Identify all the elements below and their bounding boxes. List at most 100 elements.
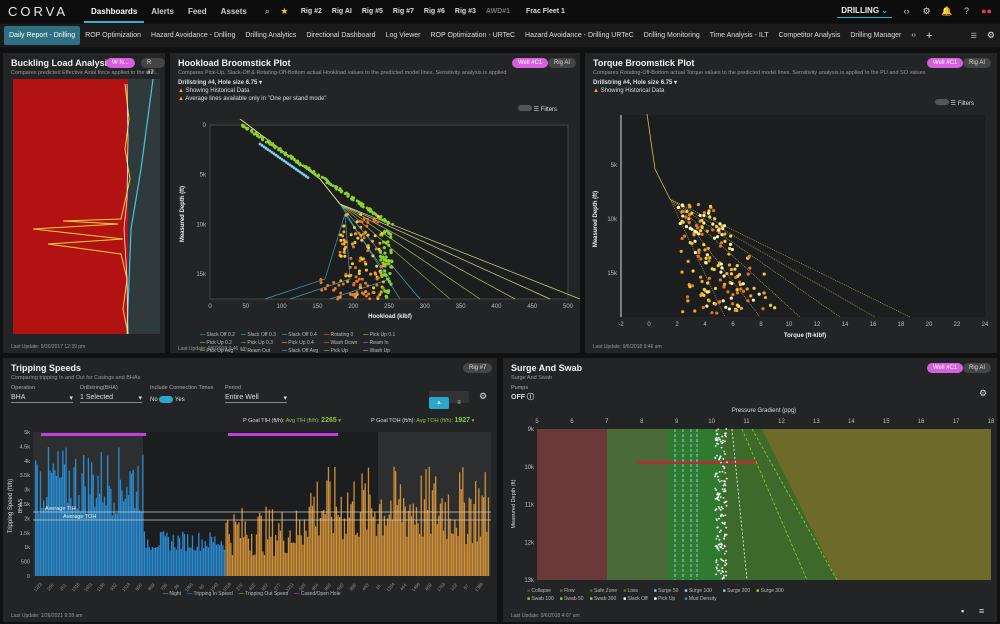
chart-view-toggle[interactable]: ▲ ≡ (429, 391, 469, 409)
legend-item[interactable]: ■ Mud Density (684, 596, 717, 602)
add-tab-icon[interactable]: + (925, 29, 933, 42)
filters-button[interactable]: ☰ Filters (518, 105, 557, 113)
legend-item[interactable]: ■ Swab 100 (527, 596, 554, 602)
legend-item[interactable]: ■ Surge 100 (684, 588, 712, 594)
filters-button[interactable]: ☰ Filters (935, 99, 974, 107)
rig-tag[interactable]: R #7 (141, 58, 165, 76)
legend-item[interactable]: — Pick Up 0.4 (281, 340, 314, 346)
tabs-overflow-icon[interactable]: ‹› (911, 32, 916, 39)
legend-item[interactable]: — Tripping In Speed (187, 591, 233, 597)
well-tag[interactable]: W N... (106, 58, 135, 68)
tab-item[interactable]: Drilling Monitoring (643, 32, 700, 39)
operation-select[interactable]: BHA ▾ (11, 394, 73, 403)
legend-item[interactable]: — Slack Off 0.3 (240, 332, 276, 338)
legend-item[interactable]: — Tripping Out Speed (238, 591, 289, 597)
well-tag[interactable]: Well #C1 (927, 58, 964, 68)
legend-item[interactable]: — Cased/Open Hole (294, 591, 341, 597)
tab-item[interactable]: Hazard Avoidance - Drilling URTeC (525, 32, 634, 39)
legend-item[interactable]: ■ Collapse (527, 588, 551, 594)
menu-icon[interactable]: ≡ (979, 606, 985, 616)
chat-icon[interactable]: ▪ (961, 606, 965, 616)
legend-item[interactable]: — Ream In (363, 340, 389, 346)
legend-item[interactable]: — Pick Up (324, 348, 348, 353)
rig-shortcut[interactable]: Rig #6 (423, 8, 445, 15)
info-icon[interactable]: ⓘ (526, 394, 534, 401)
well-tag[interactable]: Well #C1 (512, 58, 549, 68)
nav-feed[interactable]: Feed (187, 7, 207, 16)
legend-item[interactable]: — Wash Up (363, 348, 391, 353)
tab-item[interactable]: Hazard Avoidance - Drilling (151, 32, 236, 39)
toggle-switch[interactable] (518, 105, 532, 111)
legend-item[interactable]: — Pick Up 0.1 (363, 332, 396, 338)
legend-item[interactable]: ■ Swab 300 (589, 596, 617, 602)
legend-item[interactable]: — Night (163, 591, 182, 597)
rig-shortcut[interactable]: AWD#1 (485, 8, 511, 15)
tab-item[interactable]: Drilling Analytics (245, 32, 297, 39)
tab-item[interactable]: ROP Optimization (85, 32, 142, 39)
tab-item[interactable]: Time Analysis - ILT (709, 32, 769, 39)
legend-item[interactable]: ■ Safe Zone (589, 588, 618, 594)
legend-item[interactable]: ■ Pick Up (653, 596, 676, 602)
tab-daily-report[interactable]: Daily Report - Drilling (4, 26, 81, 45)
rig-shortcut[interactable]: Rig #2 (300, 8, 322, 15)
settings-icon[interactable]: ⚙ (479, 391, 488, 401)
legend-item[interactable]: ■ Flow (559, 588, 575, 594)
well-tag[interactable]: Well #C1 (927, 363, 964, 373)
chart-icon[interactable]: ▲ (429, 397, 449, 409)
help-icon[interactable]: ? (963, 6, 969, 16)
toggle-switch[interactable] (159, 396, 174, 403)
legend-item[interactable]: — Slack Off 0.4 (281, 332, 317, 338)
rig-tag[interactable]: Rig #7 (463, 363, 493, 373)
list-icon[interactable]: ≡ (457, 400, 461, 406)
rig-tag[interactable]: Rig AI (548, 58, 577, 68)
nav-assets[interactable]: Assets (220, 7, 247, 16)
speed-bar (259, 513, 261, 576)
legend-item[interactable]: ■ Surge 300 (756, 588, 784, 594)
legend-item[interactable]: — Slack Off 0.2 (200, 332, 235, 338)
rig-shortcut[interactable]: Rig #7 (392, 8, 414, 15)
mode-select[interactable]: DRILLING ⌄ (837, 6, 892, 18)
star-icon[interactable]: ★ (280, 6, 289, 16)
legend-item[interactable]: — Pick Up Avg (200, 348, 234, 353)
rig-tag[interactable]: Rig AI (963, 363, 992, 373)
period-select[interactable]: Entire Well ▾ (225, 394, 287, 403)
rig-shortcut[interactable]: Rig AI (331, 8, 352, 15)
code-icon[interactable]: ‹› (903, 6, 910, 16)
rig-shortcut[interactable]: Frac Fleet 1 (526, 8, 565, 15)
connection-toggle[interactable]: No Yes (150, 396, 185, 403)
legend-item[interactable]: — Slack Off Avg (281, 348, 319, 353)
tab-item[interactable]: Directional Dashboard (306, 32, 376, 39)
filter-list-icon[interactable]: ☰ (970, 32, 977, 40)
legend-item[interactable]: — Pick Up 0.2 (200, 340, 232, 346)
toggle-switch[interactable] (935, 99, 949, 105)
legend-item[interactable]: — Ream Out (240, 348, 271, 353)
legend-item[interactable]: ■ Swab 50 (559, 596, 584, 602)
nav-dashboards[interactable]: Dashboards (84, 0, 145, 23)
drillstring-select[interactable]: Drillstring #4, Hole size 6.75 ▾ (178, 80, 263, 86)
legend-item[interactable]: ■ Loss (623, 588, 639, 594)
surge-swab-panel: Surge And Swab Surge And Swab Well #C1 R… (503, 358, 997, 622)
settings-icon[interactable]: ⚙ (979, 388, 988, 398)
legend-item[interactable]: ■ Slack Off (623, 596, 648, 602)
search-icon[interactable]: ⌕ (264, 6, 270, 16)
torque-point (728, 242, 733, 246)
rig-shortcut[interactable]: Rig #5 (361, 8, 383, 15)
legend-item[interactable]: ■ Surge 200 (722, 588, 751, 594)
legend-item[interactable]: — Rotating 0 (324, 332, 354, 338)
tab-item[interactable]: Log Viewer (385, 32, 421, 39)
users-icon[interactable]: ●● (981, 6, 992, 16)
tab-item[interactable]: ROP Optimization - URTeC (430, 32, 516, 39)
legend-item[interactable]: ■ Surge 50 (653, 588, 679, 594)
rig-shortcut[interactable]: Rig #3 (454, 8, 476, 15)
dashboard-settings-icon[interactable]: ⚙ (986, 30, 995, 40)
drillstring-select[interactable]: Drillstring #4, Hole size 6.75 ▾ (593, 80, 678, 86)
legend-item[interactable]: — Wash Down (324, 340, 358, 346)
nav-alerts[interactable]: Alerts (151, 7, 174, 16)
tab-item[interactable]: Drilling Manager (850, 32, 902, 39)
rig-tag[interactable]: Rig AI (963, 58, 992, 68)
drillstring-select[interactable]: 1 Selected ▾ (80, 394, 142, 403)
bell-icon[interactable]: 🔔 (941, 6, 953, 16)
tab-item[interactable]: Competitor Analysis (778, 32, 841, 39)
legend-item[interactable]: — Pick Up 0.3 (240, 340, 273, 346)
gear-icon[interactable]: ⚙ (922, 6, 931, 16)
